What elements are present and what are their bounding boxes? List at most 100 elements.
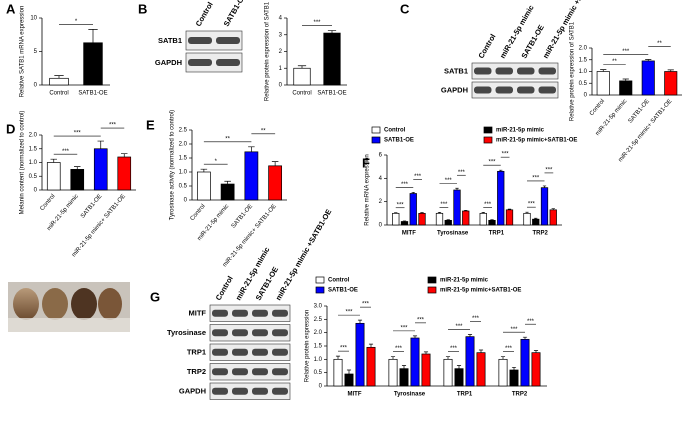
- bar: [409, 193, 417, 226]
- x-tick-label: SATB1-OE: [628, 98, 651, 124]
- bar: [344, 373, 354, 387]
- y-tick-label: 1.5: [314, 344, 323, 350]
- x-tick-label: Control: [190, 203, 207, 222]
- blot-strip: [209, 363, 291, 381]
- blot-band: [232, 329, 248, 337]
- blot-band: [474, 86, 492, 94]
- error-bar: [522, 336, 528, 340]
- legend-label: SATB1-OE: [328, 288, 358, 294]
- x-tick-label: Control: [49, 91, 68, 97]
- blot-band: [212, 329, 228, 337]
- bar: [498, 358, 508, 387]
- significance-label: ***: [527, 319, 535, 325]
- legend-swatch: [427, 276, 437, 284]
- significance-label: ***: [622, 49, 630, 55]
- error-bar: [534, 217, 538, 220]
- blot-strip: [471, 81, 559, 99]
- error-bar: [622, 78, 629, 81]
- legend-swatch: [483, 126, 493, 134]
- y-axis-label: Relative protein expression: [305, 310, 311, 382]
- error-bar: [357, 319, 363, 324]
- y-tick-label: 0.5: [179, 184, 188, 190]
- bar: [244, 151, 259, 201]
- error-bar: [437, 212, 442, 214]
- panel-label: G: [150, 289, 160, 304]
- bar: [388, 358, 398, 387]
- y-tick-label: 0: [34, 83, 38, 89]
- row-label: SATB1: [158, 36, 182, 45]
- significance-label: ***: [340, 346, 348, 352]
- significance-label: ***: [414, 174, 422, 180]
- blot-band: [252, 329, 268, 337]
- significance-label: ***: [313, 20, 321, 26]
- bar: [444, 219, 452, 226]
- blot-band: [474, 67, 492, 75]
- bar: [509, 369, 519, 387]
- y-tick-label: 1.0: [579, 69, 588, 75]
- blot-band: [188, 59, 212, 66]
- bar: [117, 156, 132, 191]
- y-tick-label: 2.0: [314, 330, 323, 336]
- lane-label: Control: [194, 0, 215, 28]
- row-label: SATB1: [444, 66, 468, 75]
- blot-band: [212, 309, 228, 317]
- y-tick-label: 10: [30, 16, 37, 22]
- blot-band: [252, 309, 268, 317]
- significance-label: ***: [455, 324, 463, 330]
- bar: [520, 338, 530, 387]
- y-tick-label: 6: [379, 153, 383, 159]
- error-bar: [490, 219, 494, 221]
- x-tick-label: SATB1-OE: [231, 203, 254, 229]
- x-tick-label: SATB1-OE: [317, 91, 346, 97]
- bar: [70, 169, 85, 191]
- significance-label: ***: [397, 202, 405, 208]
- bar: [532, 218, 540, 226]
- significance-label: ***: [109, 123, 117, 129]
- legend-swatch: [315, 286, 325, 294]
- blot-band: [216, 59, 240, 66]
- y-tick-label: 1.0: [179, 170, 188, 176]
- y-axis-label: Relative protein expression of SATB1: [265, 1, 271, 101]
- blot-band: [517, 67, 535, 75]
- x-tick-label: TRP1: [457, 392, 473, 398]
- bar: [435, 212, 444, 226]
- bar: [479, 212, 487, 226]
- significance-label: ***: [528, 202, 536, 208]
- bar: [465, 336, 475, 387]
- legend-label: miR-21-5p mimic: [440, 278, 489, 284]
- error-bar: [271, 161, 279, 166]
- significance-label: ***: [484, 202, 492, 208]
- error-bar: [97, 140, 104, 149]
- error-bar: [467, 334, 473, 337]
- error-bar: [446, 219, 450, 221]
- bar: [392, 212, 400, 226]
- error-bar: [390, 356, 396, 360]
- error-bar: [394, 212, 398, 214]
- bar: [462, 210, 470, 226]
- y-tick-label: 0.5: [314, 370, 323, 376]
- significance-label: ***: [505, 346, 513, 352]
- bar: [540, 187, 549, 226]
- significance-label: **: [225, 136, 230, 142]
- error-bar: [412, 335, 418, 338]
- x-tick-label: Tyrosinase: [437, 231, 469, 237]
- x-tick-label: Control: [39, 193, 56, 212]
- bar: [355, 322, 365, 387]
- row-label: GAPDH: [179, 387, 206, 396]
- bar: [323, 32, 341, 86]
- bar: [443, 358, 453, 387]
- x-tick-label: TRP2: [532, 231, 548, 237]
- error-bar: [456, 365, 462, 369]
- y-tick-label: 5: [34, 49, 38, 55]
- error-bar: [401, 365, 407, 369]
- y-tick-label: 4: [279, 16, 283, 22]
- significance-label: ***: [62, 149, 70, 155]
- bar: [531, 352, 541, 387]
- error-bar: [54, 75, 64, 79]
- error-bar: [327, 30, 337, 34]
- y-tick-label: 2.5: [179, 128, 188, 134]
- error-bar: [551, 208, 555, 210]
- blot-strip: [209, 343, 291, 361]
- significance-label: ***: [440, 202, 448, 208]
- bar: [453, 189, 461, 226]
